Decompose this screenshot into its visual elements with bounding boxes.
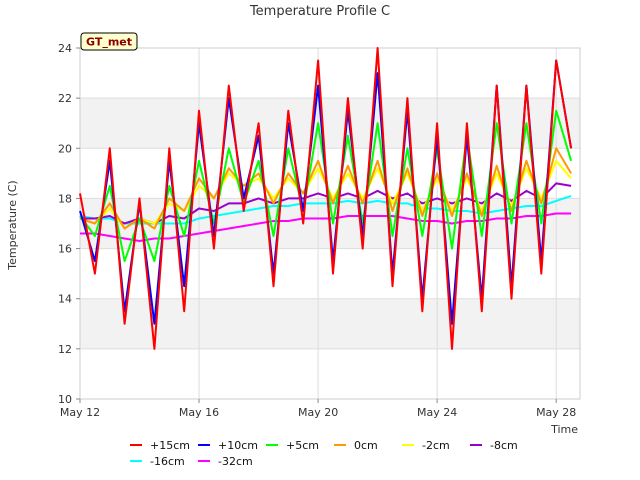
y-tick-label: 12	[58, 343, 72, 356]
series-line-15cm	[79, 47, 573, 350]
y-tick-label: 22	[58, 92, 72, 105]
y-tick-label: 14	[58, 293, 72, 306]
plot-frame	[79, 47, 581, 400]
background-band	[80, 98, 580, 149]
legend-item: 0cm	[334, 439, 378, 452]
site-badge: GT_met	[80, 32, 138, 51]
legend-item: -32cm	[198, 455, 253, 468]
y-tick-label: 18	[58, 192, 72, 205]
legend-label: -16cm	[150, 455, 185, 468]
chart-title: Temperature Profile C	[249, 4, 390, 19]
x-tick-label: May 12	[60, 406, 100, 419]
series-layer	[79, 47, 573, 350]
legend-item: -8cm	[470, 439, 518, 452]
site-badge-box	[80, 32, 138, 51]
y-tick-label: 24	[58, 42, 72, 55]
legend-label: +15cm	[150, 439, 190, 452]
x-tick-label: May 28	[536, 406, 576, 419]
y-axis-ticks: 10 12 14 16 18 20 22 24	[58, 42, 80, 406]
legend-label: -32cm	[218, 455, 253, 468]
legend: +15cm +10cm +5cm 0cm -2cm -8cm -16cm -32cm	[130, 439, 518, 468]
legend-label: +10cm	[218, 439, 258, 452]
legend-label: 0cm	[354, 439, 378, 452]
site-badge-label: GT_met	[86, 36, 132, 49]
x-tick-label: May 16	[179, 406, 219, 419]
legend-label: +5cm	[286, 439, 319, 452]
legend-label: -8cm	[490, 439, 518, 452]
legend-item: +10cm	[198, 439, 258, 452]
background-band	[80, 298, 580, 349]
legend-label: -2cm	[422, 439, 450, 452]
legend-item: -2cm	[402, 439, 450, 452]
x-axis-ticks: May 12 May 16 May 20 May 24 May 28	[60, 399, 576, 419]
x-tick-label: May 20	[298, 406, 338, 419]
x-tick-label: May 24	[417, 406, 457, 419]
y-tick-label: 16	[58, 243, 72, 256]
legend-item: +5cm	[266, 439, 319, 452]
legend-item: -16cm	[130, 455, 185, 468]
x-axis-title: Time	[550, 423, 578, 436]
legend-item: +15cm	[130, 439, 190, 452]
y-tick-label: 10	[58, 393, 72, 406]
y-tick-label: 20	[58, 142, 72, 155]
y-axis-title: Temperature (C)	[6, 180, 19, 270]
